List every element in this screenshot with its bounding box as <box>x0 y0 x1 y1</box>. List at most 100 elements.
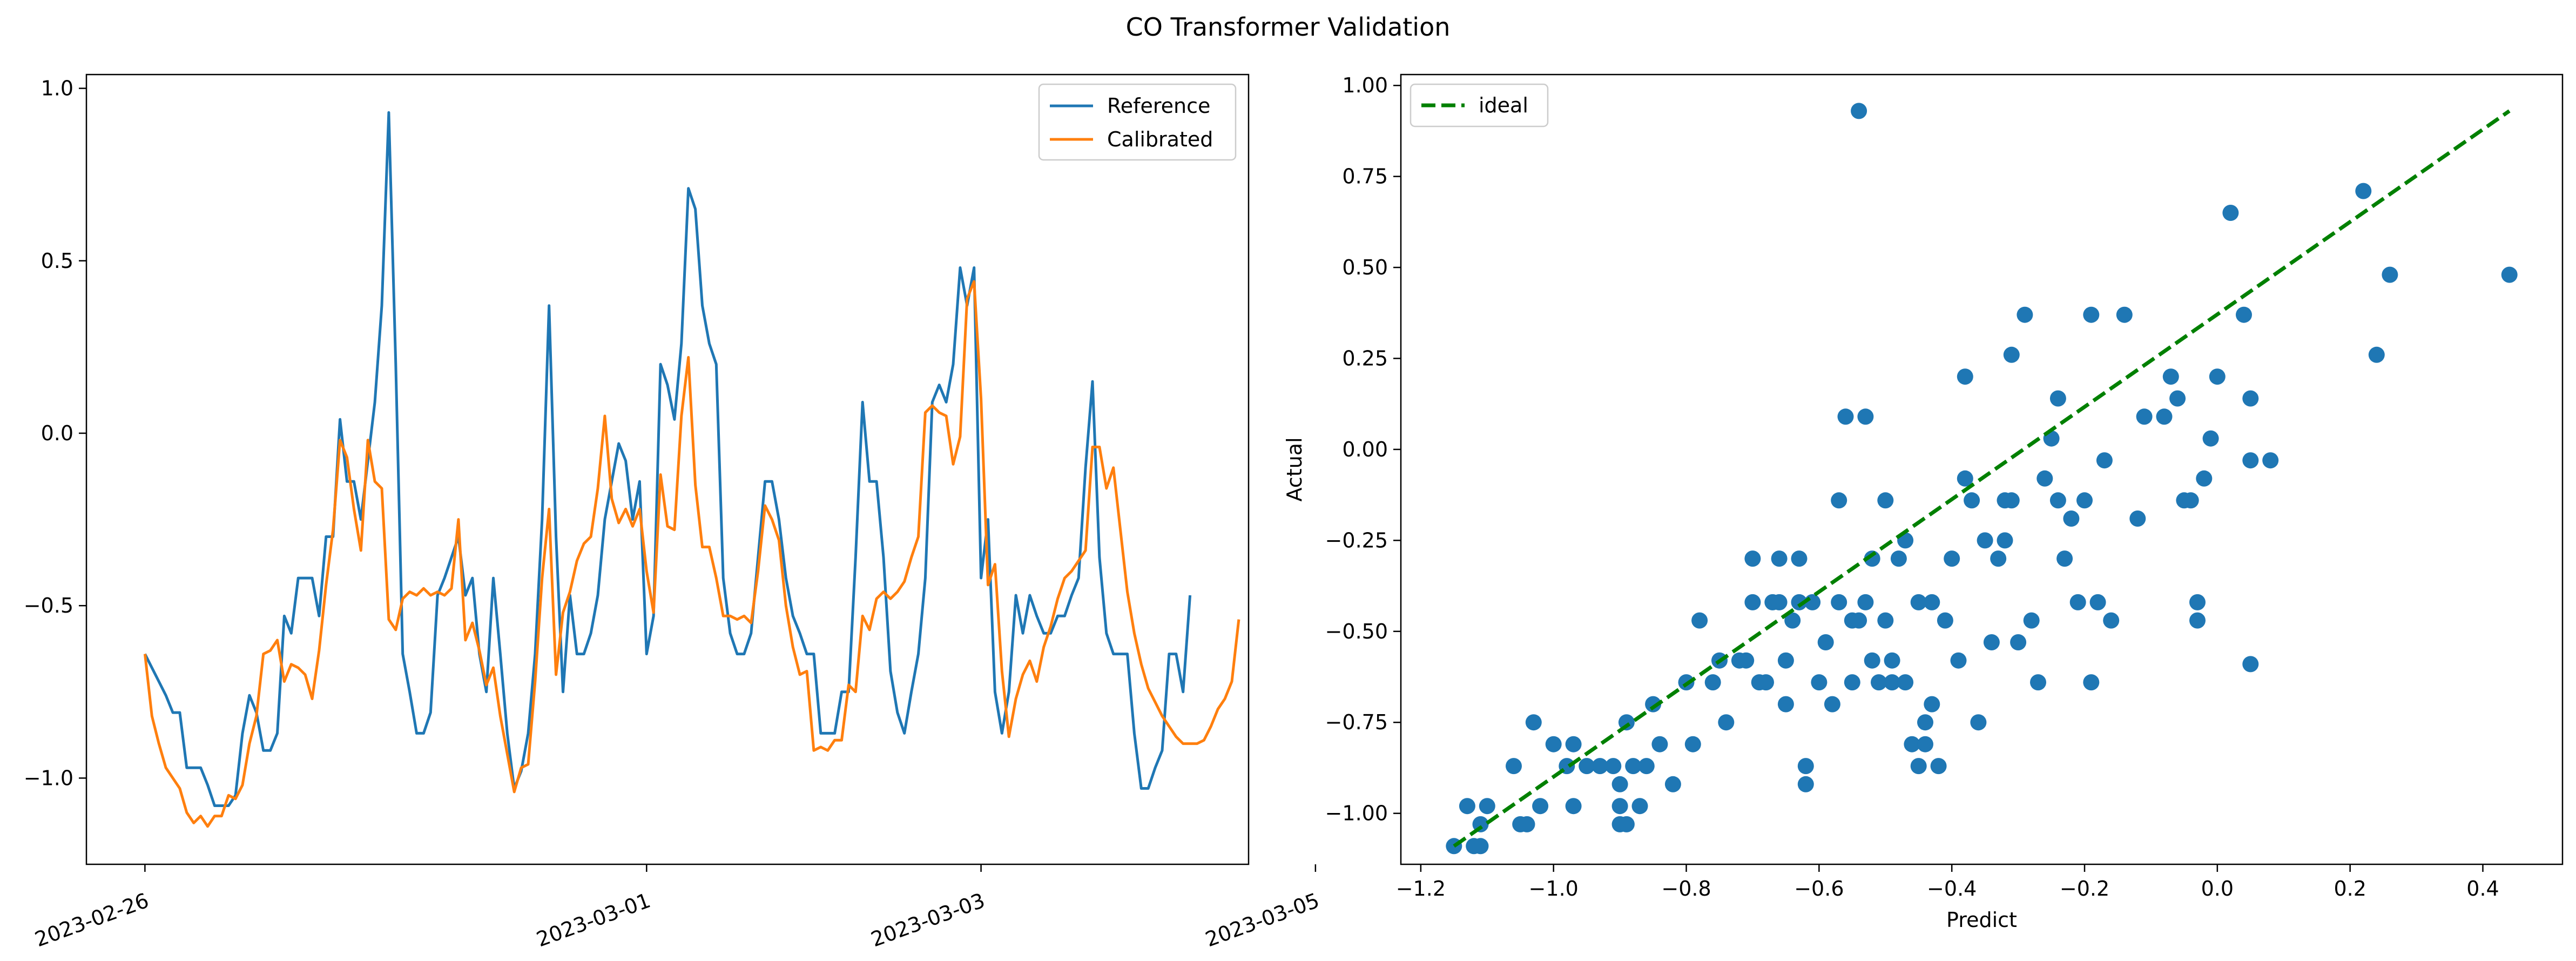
scatter-point <box>1864 550 1880 567</box>
y-tick-label: 0.5 <box>41 249 73 273</box>
scatter-point <box>1645 696 1662 713</box>
scatter-point <box>1871 674 1887 691</box>
scatter-point <box>1910 758 1927 775</box>
scatter-point <box>1638 758 1655 775</box>
scatter-point <box>2063 510 2080 527</box>
scatter-point <box>1519 816 1535 832</box>
scatter-point <box>1545 736 1562 752</box>
scatter-point <box>2129 510 2146 527</box>
scatter-point <box>1618 816 1635 832</box>
scatter-point <box>1831 594 1847 610</box>
scatter-point <box>1904 736 1920 752</box>
scatter-point <box>1758 674 1774 691</box>
scatter-point <box>1950 652 1967 669</box>
scatter-point <box>2262 452 2279 469</box>
scatter-point <box>1844 674 1860 691</box>
scatter-point <box>1851 612 1867 629</box>
scatter-point <box>1771 594 1788 610</box>
scatter-point <box>2196 470 2213 487</box>
y-tick-label: 1.00 <box>1342 73 1388 97</box>
scatter-point <box>2368 346 2385 363</box>
scatter-point <box>2242 656 2259 673</box>
scatter-point <box>2076 492 2093 509</box>
x-tick-label: 2023-03-05 <box>1202 889 1323 952</box>
scatter-point <box>1631 798 1648 815</box>
scatter-point <box>2010 634 2027 650</box>
scatter-point <box>2083 674 2100 691</box>
scatter-point <box>1957 368 1973 385</box>
scatter-point <box>1910 594 1927 610</box>
scatter-point <box>1857 594 1874 610</box>
scatter-point <box>1944 550 1960 567</box>
scatter-point <box>1977 532 1993 549</box>
scatter-point <box>1924 594 1940 610</box>
scatter-point <box>2023 612 2040 629</box>
scatter-point <box>1890 550 1907 567</box>
scatter-point <box>2103 612 2120 629</box>
ideal-line <box>1453 109 2511 848</box>
scatter-point <box>1877 612 1894 629</box>
scatter-point <box>1565 798 1582 815</box>
scatter-point <box>1957 470 1973 487</box>
scatter-point <box>1579 758 1595 775</box>
figure-title: CO Transformer Validation <box>1126 12 1451 42</box>
scatter-point <box>1532 798 1549 815</box>
scatter-point <box>2209 368 2226 385</box>
scatter-point <box>2189 594 2206 610</box>
y-tick-label: −0.5 <box>24 594 73 617</box>
scatter-point <box>1771 550 1788 567</box>
x-tick-label: −0.4 <box>1927 877 1977 900</box>
scatter-point <box>1738 652 1755 669</box>
scatter-point <box>1605 758 1622 775</box>
y-tick-label: −1.0 <box>24 766 73 790</box>
scatter-point <box>2017 306 2033 323</box>
scatter-point <box>1970 714 1987 731</box>
scatter-point <box>1592 758 1608 775</box>
series-line-calibrated <box>143 280 1240 828</box>
scatter-point <box>1611 776 1628 792</box>
y-tick-label: −1.00 <box>1325 802 1388 825</box>
scatter-point <box>1704 674 1721 691</box>
scatter-point <box>1917 714 1933 731</box>
scatter-point <box>1884 674 1900 691</box>
y-tick-label: −0.50 <box>1325 620 1388 643</box>
scatter-point <box>2501 266 2518 283</box>
scatter-point <box>2116 306 2133 323</box>
scatter-point <box>1990 550 2007 567</box>
scatter-point <box>1618 714 1635 731</box>
scatter-point <box>1691 612 1708 629</box>
legend: ideal <box>1410 83 1549 127</box>
scatter-point <box>1777 696 1794 713</box>
scatter-point <box>1851 103 1867 119</box>
scatter-point <box>2156 408 2173 425</box>
scatter-point <box>1824 696 1840 713</box>
scatter-point <box>1791 550 1808 567</box>
scatter-point <box>2069 594 2086 610</box>
scatter-point <box>1565 736 1582 752</box>
scatter-point <box>1864 652 1880 669</box>
scatter-point <box>2056 550 2073 567</box>
scatter-point <box>1784 612 1801 629</box>
scatter-point <box>2049 492 2066 509</box>
scatter-point <box>2096 452 2113 469</box>
y-tick-label: 0.75 <box>1342 165 1388 189</box>
scatter-point <box>1744 550 1761 567</box>
scatter-point <box>1479 798 1495 815</box>
y-axis-label: Actual <box>1283 437 1306 501</box>
scatter-point <box>1625 758 1642 775</box>
x-tick-label: −0.2 <box>2060 877 2109 900</box>
scatter-point <box>1924 696 1940 713</box>
legend-box <box>1410 83 1549 127</box>
scatter-point <box>1811 674 1828 691</box>
scatter-point <box>1744 594 1761 610</box>
scatter-point <box>2242 452 2259 469</box>
x-tick-label: 2023-03-03 <box>868 889 988 952</box>
legend-label-reference: Reference <box>1107 94 1210 118</box>
scatter-point <box>2003 492 2020 509</box>
x-tick-label: 2023-03-01 <box>534 889 654 952</box>
scatter-point <box>1937 612 1953 629</box>
scatter-point <box>1817 634 1834 650</box>
scatter-point <box>1930 758 1947 775</box>
scatter-point <box>2236 306 2252 323</box>
scatter-point <box>1877 492 1894 509</box>
